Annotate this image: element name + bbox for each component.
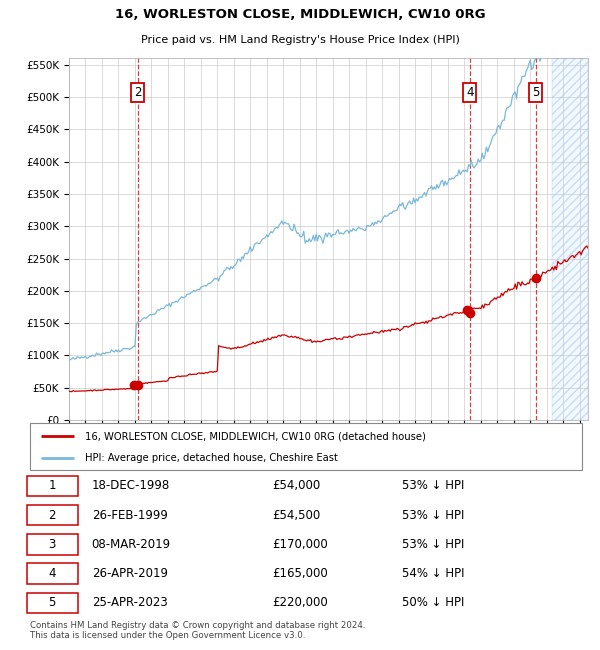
Text: 1: 1 [49,480,56,493]
Text: 53% ↓ HPI: 53% ↓ HPI [402,480,464,493]
Text: 5: 5 [532,86,539,99]
Text: 2: 2 [134,86,141,99]
Text: 53% ↓ HPI: 53% ↓ HPI [402,508,464,521]
Text: 53% ↓ HPI: 53% ↓ HPI [402,538,464,551]
Bar [552,58,588,420]
Text: 26-APR-2019: 26-APR-2019 [92,567,167,580]
Text: 3: 3 [49,538,56,551]
Text: 54% ↓ HPI: 54% ↓ HPI [402,567,464,580]
Text: 5: 5 [49,597,56,610]
Text: HPI: Average price, detached house, Cheshire East: HPI: Average price, detached house, Ches… [85,453,338,463]
Text: £165,000: £165,000 [272,567,328,580]
Text: 4: 4 [466,86,473,99]
FancyBboxPatch shape [27,564,77,584]
FancyBboxPatch shape [27,534,77,554]
Text: 25-APR-2023: 25-APR-2023 [92,597,167,610]
Text: 4: 4 [49,567,56,580]
Text: 2: 2 [49,508,56,521]
Text: £220,000: £220,000 [272,597,328,610]
FancyBboxPatch shape [27,593,77,613]
Text: £54,500: £54,500 [272,508,320,521]
Text: 16, WORLESTON CLOSE, MIDDLEWICH, CW10 0RG: 16, WORLESTON CLOSE, MIDDLEWICH, CW10 0R… [115,8,485,21]
Text: 18-DEC-1998: 18-DEC-1998 [92,480,170,493]
Text: 50% ↓ HPI: 50% ↓ HPI [402,597,464,610]
FancyBboxPatch shape [27,505,77,525]
Text: £170,000: £170,000 [272,538,328,551]
Text: £54,000: £54,000 [272,480,320,493]
Text: Contains HM Land Registry data © Crown copyright and database right 2024.
This d: Contains HM Land Registry data © Crown c… [30,621,365,640]
FancyBboxPatch shape [27,476,77,496]
Text: 26-FEB-1999: 26-FEB-1999 [92,508,167,521]
Text: Price paid vs. HM Land Registry's House Price Index (HPI): Price paid vs. HM Land Registry's House … [140,36,460,46]
Bar [552,58,588,420]
Text: 08-MAR-2019: 08-MAR-2019 [92,538,171,551]
Text: 16, WORLESTON CLOSE, MIDDLEWICH, CW10 0RG (detached house): 16, WORLESTON CLOSE, MIDDLEWICH, CW10 0R… [85,431,426,441]
